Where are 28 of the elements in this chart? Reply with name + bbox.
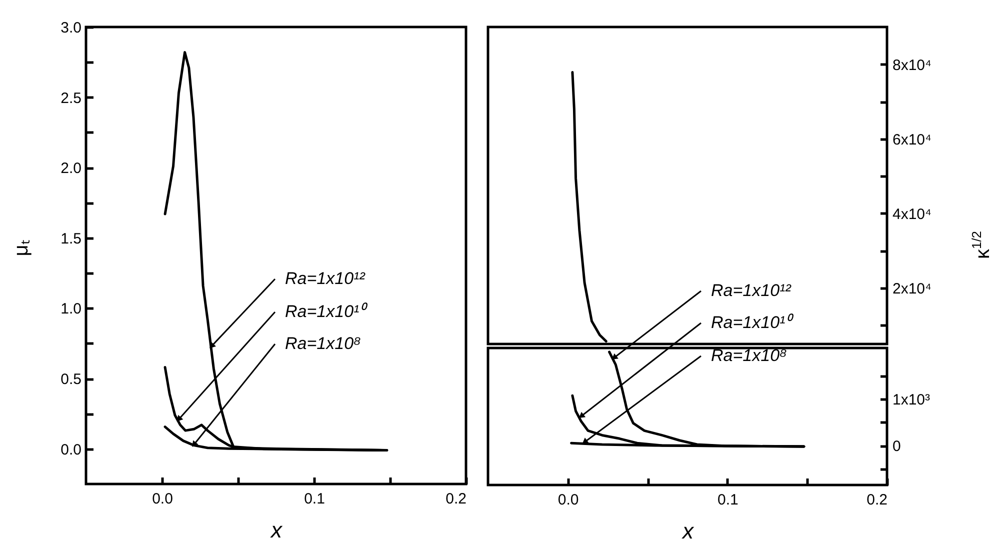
x-tick-label: 0.0 (558, 492, 579, 508)
annotation: Ra=1x10¹⁰ (711, 313, 794, 332)
annotation: Ra=1x10⁸ (285, 334, 361, 353)
y-tick-label: 2x10⁴ (892, 280, 932, 298)
x-tick-label: 0.2 (866, 492, 888, 508)
annotation: Ra=1x10⁸ (711, 346, 787, 365)
y-tick-label: 6x10⁴ (892, 131, 932, 148)
x-axis-title: x (682, 518, 694, 544)
y-tick-label: 0.5 (60, 371, 82, 388)
y-tick-label: 1.5 (60, 230, 82, 248)
x-axis-title: x (270, 518, 283, 542)
y-tick-label: 0.0 (60, 441, 82, 458)
y-axis-title: μₜ (10, 240, 34, 256)
y-tick-label: 1x10³ (892, 392, 930, 409)
y-tick-label: 2.0 (60, 160, 82, 178)
y-tick-label: 8x10⁴ (892, 56, 932, 74)
y-tick-label: 2.5 (60, 90, 82, 107)
annotation: Ra=1x10¹² (285, 269, 366, 288)
y-tick-label: 1.0 (60, 300, 82, 318)
x-tick-label: 0.0 (152, 490, 173, 508)
annotation: Ra=1x10¹² (711, 281, 792, 300)
annotation: Ra=1x10¹⁰ (285, 302, 368, 321)
y-tick-label: 4x10⁴ (892, 206, 932, 223)
y-tick-label: 0 (892, 438, 901, 456)
x-tick-label: 0.1 (717, 492, 738, 508)
x-tick-label: 0.2 (446, 490, 466, 508)
y-tick-label: 3.0 (60, 20, 82, 36)
x-tick-label: 0.1 (304, 490, 325, 508)
